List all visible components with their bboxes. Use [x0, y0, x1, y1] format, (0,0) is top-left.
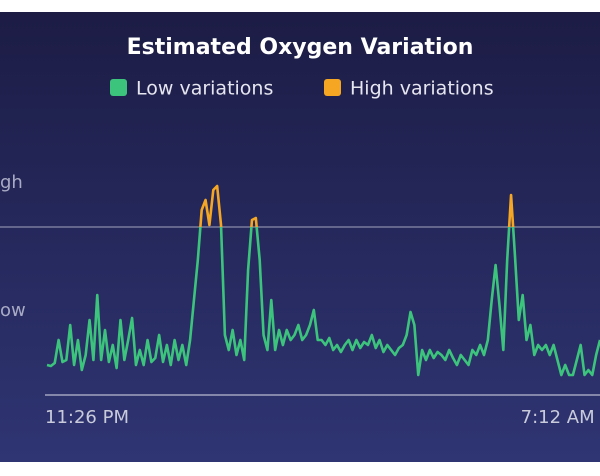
- chart-title: Estimated Oxygen Variation: [127, 35, 474, 60]
- footer-strip: [0, 462, 600, 476]
- legend-label: High variations: [350, 78, 494, 100]
- y-tick-label: gh: [0, 172, 23, 193]
- legend-label: Low variations: [136, 78, 273, 100]
- legend-swatch: [324, 79, 341, 96]
- x-tick-label: 11:26 PM: [45, 407, 129, 428]
- y-tick-label: ow: [0, 300, 26, 321]
- legend-swatch: [110, 79, 127, 96]
- x-tick-label: 7:12 AM: [521, 407, 595, 428]
- background: [0, 12, 600, 462]
- oxygen-line: [46, 184, 600, 377]
